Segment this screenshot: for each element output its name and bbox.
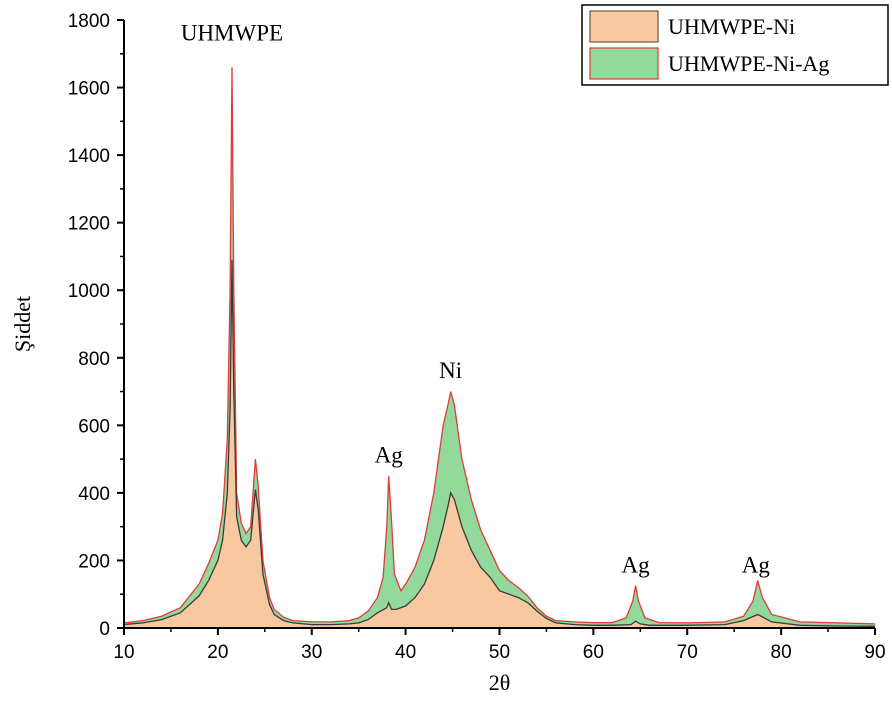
y-tick-label: 1400 (68, 146, 110, 167)
x-axis-title: 2θ (489, 670, 511, 695)
annotation-ag: Ag (375, 442, 404, 467)
line-uhmwpe-ni-ag (123, 67, 876, 625)
annotation-uhmwpe: UHMWPE (181, 20, 283, 45)
y-tick-label: 400 (78, 484, 110, 505)
legend-label-uhmwpe-ni-ag: UHMWPE-Ni-Ag (668, 51, 829, 76)
y-tick-label: 200 (78, 551, 110, 572)
annotation-ag: Ag (742, 552, 771, 577)
legend-swatch-uhmwpe-ni (589, 10, 659, 43)
legend-label-uhmwpe-ni: UHMWPE-Ni (668, 14, 795, 39)
y-tick-label: 1000 (68, 281, 110, 302)
annotation-ni: Ni (439, 358, 462, 383)
x-tick-labels: 10 20 30 40 50 60 70 80 90 (113, 642, 885, 663)
y-tick-label: 1200 (68, 214, 110, 235)
x-tick-label: 10 (113, 642, 134, 663)
y-tick-label: 1600 (68, 79, 110, 100)
y-tick-label: 0 (99, 619, 110, 640)
x-tick-label: 60 (583, 642, 604, 663)
annotation-ag: Ag (622, 552, 651, 577)
x-tick-label: 40 (395, 642, 416, 663)
legend: UHMWPE-Ni UHMWPE-Ni-Ag (581, 4, 889, 86)
line-uhmwpe-ni (123, 259, 876, 627)
y-tick-label: 600 (78, 416, 110, 437)
x-tick-label: 30 (301, 642, 322, 663)
y-tick-label: 1800 (68, 11, 110, 32)
x-tick-label: 80 (771, 642, 792, 663)
y-axis-title: Şiddet (10, 296, 35, 352)
x-tick-label: 20 (207, 642, 228, 663)
plot-areas (123, 67, 876, 629)
y-tick-labels: 0 200 400 600 800 1000 1200 1400 1600 1800 (68, 11, 110, 640)
legend-swatch-uhmwpe-ni-ag (589, 47, 659, 80)
y-tick-label: 800 (78, 349, 110, 370)
x-tick-label: 50 (489, 642, 510, 663)
x-tick-label: 90 (864, 642, 885, 663)
peak-annotations: UHMWPE Ag Ni Ag Ag (181, 20, 770, 577)
x-tick-label: 70 (677, 642, 698, 663)
